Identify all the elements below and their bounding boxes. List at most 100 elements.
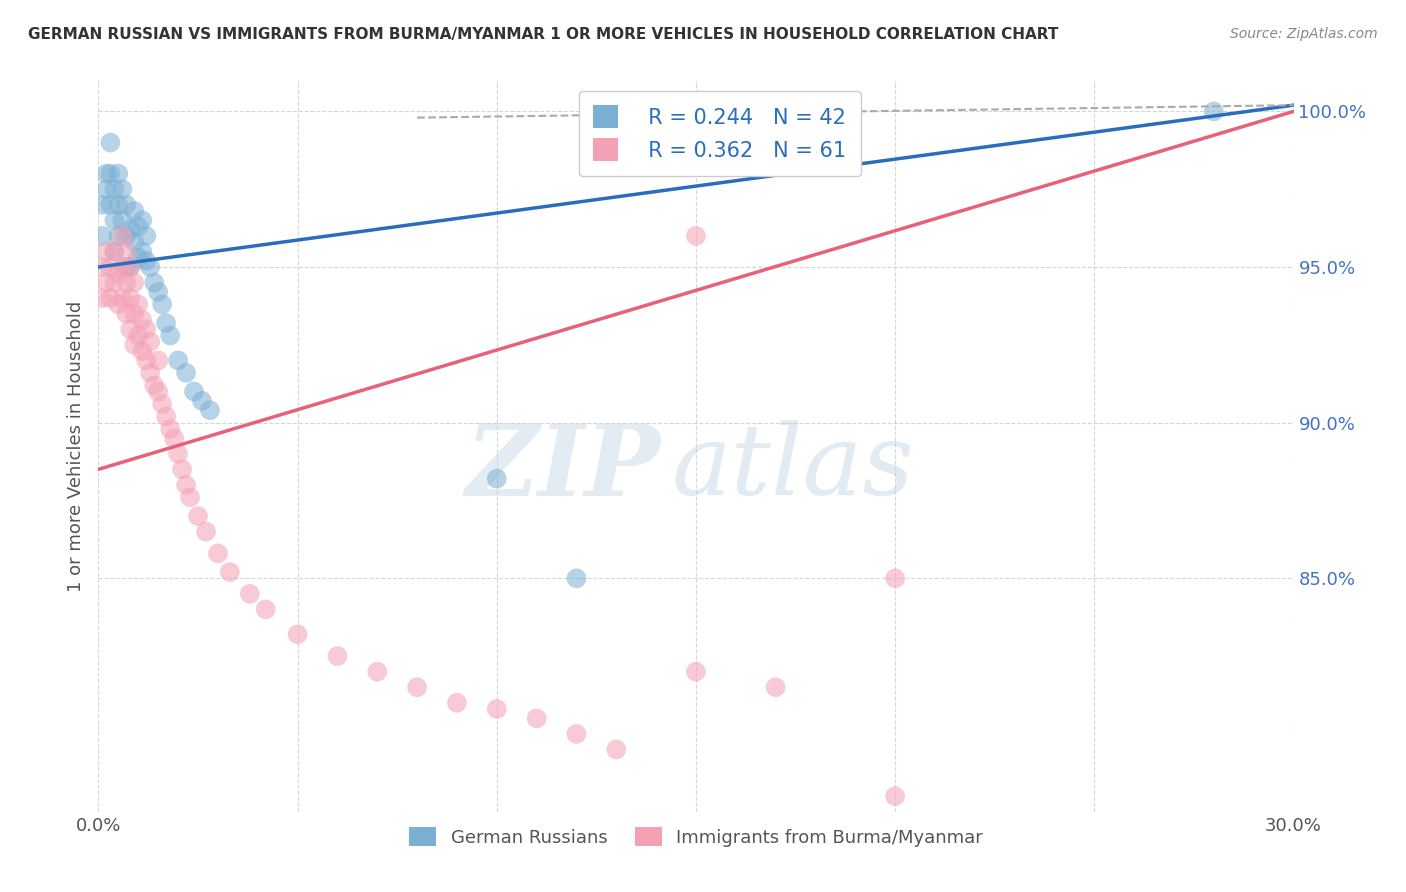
Point xyxy=(111,213,134,227)
Point xyxy=(131,313,153,327)
Point xyxy=(120,322,142,336)
Point xyxy=(96,182,118,196)
Point xyxy=(127,219,149,234)
Point xyxy=(148,384,170,399)
Point xyxy=(124,338,146,352)
Point xyxy=(143,378,166,392)
Point xyxy=(526,711,548,725)
Point xyxy=(111,291,134,305)
Point xyxy=(120,222,142,236)
Legend: German Russians, Immigrants from Burma/Myanmar: German Russians, Immigrants from Burma/M… xyxy=(402,820,990,854)
Point xyxy=(124,235,146,249)
Point xyxy=(98,198,122,212)
Point xyxy=(98,260,122,274)
Point xyxy=(111,228,134,243)
Point xyxy=(127,297,149,311)
Point xyxy=(91,198,114,212)
Point xyxy=(96,276,118,290)
Point xyxy=(179,491,201,505)
Point xyxy=(120,260,142,274)
Point xyxy=(131,344,153,359)
Point xyxy=(107,167,129,181)
Point xyxy=(174,478,197,492)
Point xyxy=(167,353,190,368)
Point xyxy=(120,291,142,305)
Point xyxy=(187,509,209,524)
Point xyxy=(115,260,138,274)
Point xyxy=(115,198,138,212)
Point xyxy=(406,680,429,694)
Point xyxy=(115,307,138,321)
Point xyxy=(107,198,129,212)
Point xyxy=(446,696,468,710)
Point xyxy=(219,565,242,579)
Point xyxy=(155,316,177,330)
Point xyxy=(139,334,162,349)
Point xyxy=(183,384,205,399)
Point xyxy=(103,276,125,290)
Point xyxy=(159,422,181,436)
Point xyxy=(194,524,218,539)
Point xyxy=(103,244,125,259)
Point xyxy=(485,702,508,716)
Y-axis label: 1 or more Vehicles in Household: 1 or more Vehicles in Household xyxy=(66,301,84,591)
Point xyxy=(159,328,181,343)
Point xyxy=(111,260,134,274)
Point xyxy=(685,228,707,243)
Point xyxy=(135,322,157,336)
Point xyxy=(605,742,627,756)
Point xyxy=(115,228,138,243)
Point xyxy=(485,472,508,486)
Point xyxy=(565,727,588,741)
Point xyxy=(163,431,186,445)
Point xyxy=(287,627,309,641)
Point xyxy=(765,680,787,694)
Point xyxy=(135,228,157,243)
Point xyxy=(107,297,129,311)
Point xyxy=(254,602,277,616)
Point xyxy=(103,213,125,227)
Point xyxy=(1202,104,1225,119)
Point xyxy=(565,571,588,585)
Point xyxy=(239,587,262,601)
Point xyxy=(148,353,170,368)
Point xyxy=(91,228,114,243)
Point xyxy=(131,213,153,227)
Point xyxy=(91,291,114,305)
Point xyxy=(98,167,122,181)
Point xyxy=(167,447,190,461)
Point xyxy=(115,244,138,259)
Point xyxy=(884,571,907,585)
Point xyxy=(124,276,146,290)
Point xyxy=(150,297,173,311)
Point xyxy=(150,397,173,411)
Point xyxy=(107,228,129,243)
Point xyxy=(207,546,229,560)
Point xyxy=(98,291,122,305)
Point xyxy=(884,789,907,804)
Point xyxy=(115,276,138,290)
Point xyxy=(139,260,162,274)
Point xyxy=(155,409,177,424)
Point xyxy=(127,251,149,265)
Point xyxy=(111,182,134,196)
Text: Source: ZipAtlas.com: Source: ZipAtlas.com xyxy=(1230,27,1378,41)
Point xyxy=(191,393,214,408)
Point xyxy=(148,285,170,299)
Point xyxy=(96,167,118,181)
Point xyxy=(98,136,122,150)
Point xyxy=(124,307,146,321)
Point xyxy=(127,328,149,343)
Point xyxy=(124,204,146,219)
Point xyxy=(326,649,349,664)
Point xyxy=(135,353,157,368)
Point xyxy=(135,253,157,268)
Point xyxy=(174,366,197,380)
Point xyxy=(120,260,142,274)
Text: GERMAN RUSSIAN VS IMMIGRANTS FROM BURMA/MYANMAR 1 OR MORE VEHICLES IN HOUSEHOLD : GERMAN RUSSIAN VS IMMIGRANTS FROM BURMA/… xyxy=(28,27,1059,42)
Point xyxy=(103,244,125,259)
Point xyxy=(103,182,125,196)
Point xyxy=(131,244,153,259)
Point xyxy=(198,403,221,417)
Text: ZIP: ZIP xyxy=(465,420,661,516)
